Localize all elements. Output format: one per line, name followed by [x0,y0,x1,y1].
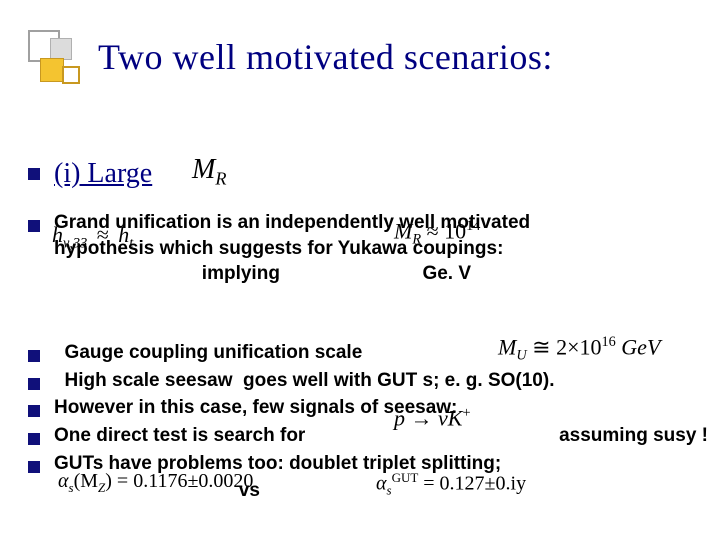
formula-mr-value: MR ≈ 1014 [394,218,480,249]
formula-text: p → ν̄K [394,405,462,430]
formula-text: M [394,218,412,243]
formula-proton-decay: p → ν̄K+ [394,405,471,431]
formula-sup: GUT [392,470,419,485]
formula-sub: U [516,348,526,364]
deco-square [62,66,80,84]
formula-text: ≈ [97,222,109,247]
formula-text: h [118,222,129,247]
formula-text: GeV [616,334,661,359]
corner-decoration [28,30,86,88]
formula-text: = 0.127±0.iy [418,473,526,495]
formula-sub: R [412,232,421,248]
formula-mr: MR [192,154,226,190]
text-line: implying Ge. V [54,263,471,284]
body-text: One direct test is search for assuming s… [54,423,712,449]
bullet-icon [28,378,40,390]
formula-text: M [498,334,516,359]
formula-text: ) = 0.1176±0.0020 [105,470,253,492]
deco-square [40,58,64,82]
bullet-row: One direct test is search for assuming s… [28,423,712,449]
slide-title: Two well motivated scenarios: [98,36,553,78]
bullet-icon [28,433,40,445]
slide: Two well motivated scenarios: (i) Large … [0,0,720,540]
body-text: High scale seesaw goes well with GUT s; … [54,368,555,394]
formula-sup: + [462,405,470,421]
formula-text: α [376,473,387,495]
formula-text: ≈ 10 [421,218,466,243]
formula-sup: 14 [466,218,480,234]
formula-text: M [192,154,215,185]
formula-mu: MU ≅ 2×1016 GeV [498,334,660,365]
bullet-icon [28,350,40,362]
formula-alpha-s-gut: αsGUT = 0.127±0.iy [376,470,526,499]
bullet-icon [28,220,40,232]
content-block-1: (i) Large [28,158,700,196]
heading-large: (i) Large [54,158,152,190]
bullet-icon [28,405,40,417]
formula-sup: 16 [602,334,616,350]
formula-hv: hν,33 ≈ ht [52,222,133,252]
bullet-row: (i) Large [28,158,700,190]
formula-sub: R [215,169,226,189]
bullet-row: High scale seesaw goes well with GUT s; … [28,368,712,394]
bullet-icon [28,461,40,473]
formula-text: ≅ 2×10 [527,334,602,359]
text-line: One direct test is search for [54,425,305,446]
formula-sub: ν,33 [63,235,87,251]
bullet-row: However in this case, few signals of see… [28,395,712,421]
formula-text: α [58,470,69,492]
formula-sub: t [129,235,133,251]
bullet-icon [28,168,40,180]
formula-text: h [52,222,63,247]
deco-square [50,38,72,60]
formula-alpha-s-exp: αs(MZ) = 0.1176±0.0020 [58,470,253,496]
body-text: Gauge coupling unification scale [54,340,362,366]
text-line: assuming susy ! [559,423,708,449]
formula-text: (M [74,470,98,492]
